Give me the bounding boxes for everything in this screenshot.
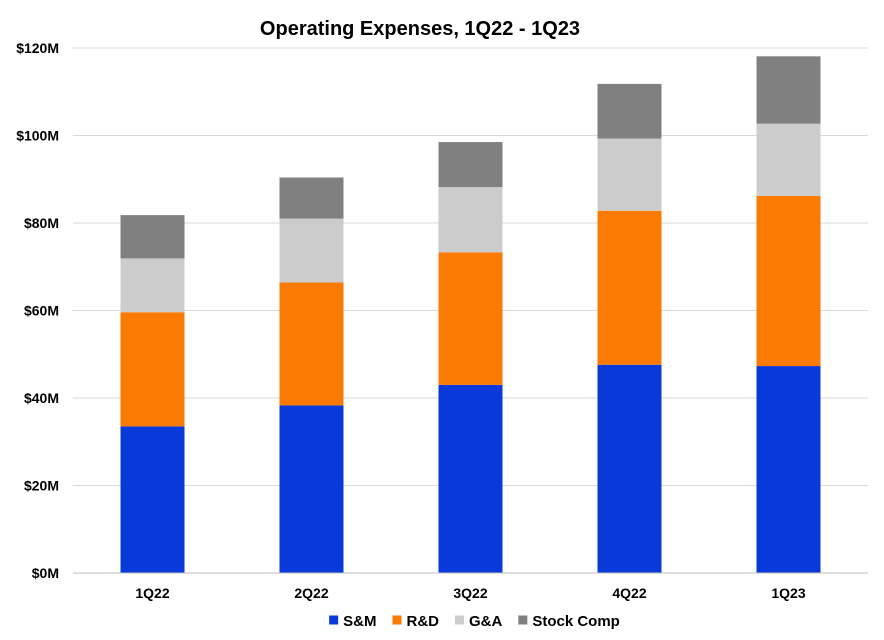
legend-label-stock-comp: Stock Comp	[532, 613, 620, 630]
bar-r-d-1q22	[120, 312, 185, 427]
legend-swatch-g-a	[454, 615, 464, 625]
bar-s-m-2q22	[279, 405, 344, 573]
bar-s-m-1q23	[756, 366, 821, 573]
y-tick-label: $100M	[16, 128, 59, 144]
x-tick-label: 2Q22	[294, 585, 328, 601]
x-tick-label: 3Q22	[453, 585, 487, 601]
bar-stock-comp-3q22	[438, 142, 503, 188]
bar-stock-comp-1q23	[756, 56, 821, 124]
legend-label-r-d: R&D	[406, 613, 439, 630]
legend-swatch-s-m	[329, 615, 339, 625]
bar-g-a-1q22	[120, 258, 185, 313]
legend-label-s-m: S&M	[343, 613, 376, 630]
y-tick-label: $80M	[24, 215, 59, 231]
x-axis-ticks: 1Q22 2Q22 3Q22 4Q22 1Q23	[135, 585, 805, 601]
y-tick-label: $40M	[24, 390, 59, 406]
bar-s-m-4q22	[597, 364, 662, 573]
y-tick-label: $60M	[24, 303, 59, 319]
bar-r-d-1q23	[756, 195, 821, 367]
legend: S&M R&D G&A Stock Comp	[329, 613, 620, 630]
bar-stock-comp-1q22	[120, 215, 185, 259]
y-tick-label: $0M	[32, 565, 59, 581]
bar-r-d-4q22	[597, 210, 662, 365]
y-tick-label: $20M	[24, 478, 59, 494]
bar-g-a-1q23	[756, 123, 821, 196]
legend-label-g-a: G&A	[469, 613, 503, 630]
x-tick-label: 1Q22	[135, 585, 169, 601]
bar-stock-comp-2q22	[279, 177, 344, 219]
bar-g-a-3q22	[438, 187, 503, 253]
bar-s-m-3q22	[438, 384, 503, 573]
y-axis-ticks: $0M $20M $40M $60M $80M $100M $120M	[16, 40, 59, 581]
bar-r-d-3q22	[438, 252, 503, 385]
bar-stock-comp-4q22	[597, 83, 662, 139]
bars	[120, 56, 821, 573]
chart-title: Operating Expenses, 1Q22 - 1Q23	[260, 18, 580, 40]
bar-g-a-2q22	[279, 218, 344, 283]
legend-swatch-stock-comp	[518, 615, 528, 625]
legend-swatch-r-d	[392, 615, 402, 625]
x-tick-label: 1Q23	[771, 585, 805, 601]
x-tick-label: 4Q22	[612, 585, 646, 601]
bar-s-m-1q22	[120, 426, 185, 573]
bar-r-d-2q22	[279, 282, 344, 406]
bar-g-a-4q22	[597, 138, 662, 211]
y-tick-label: $120M	[16, 40, 59, 56]
